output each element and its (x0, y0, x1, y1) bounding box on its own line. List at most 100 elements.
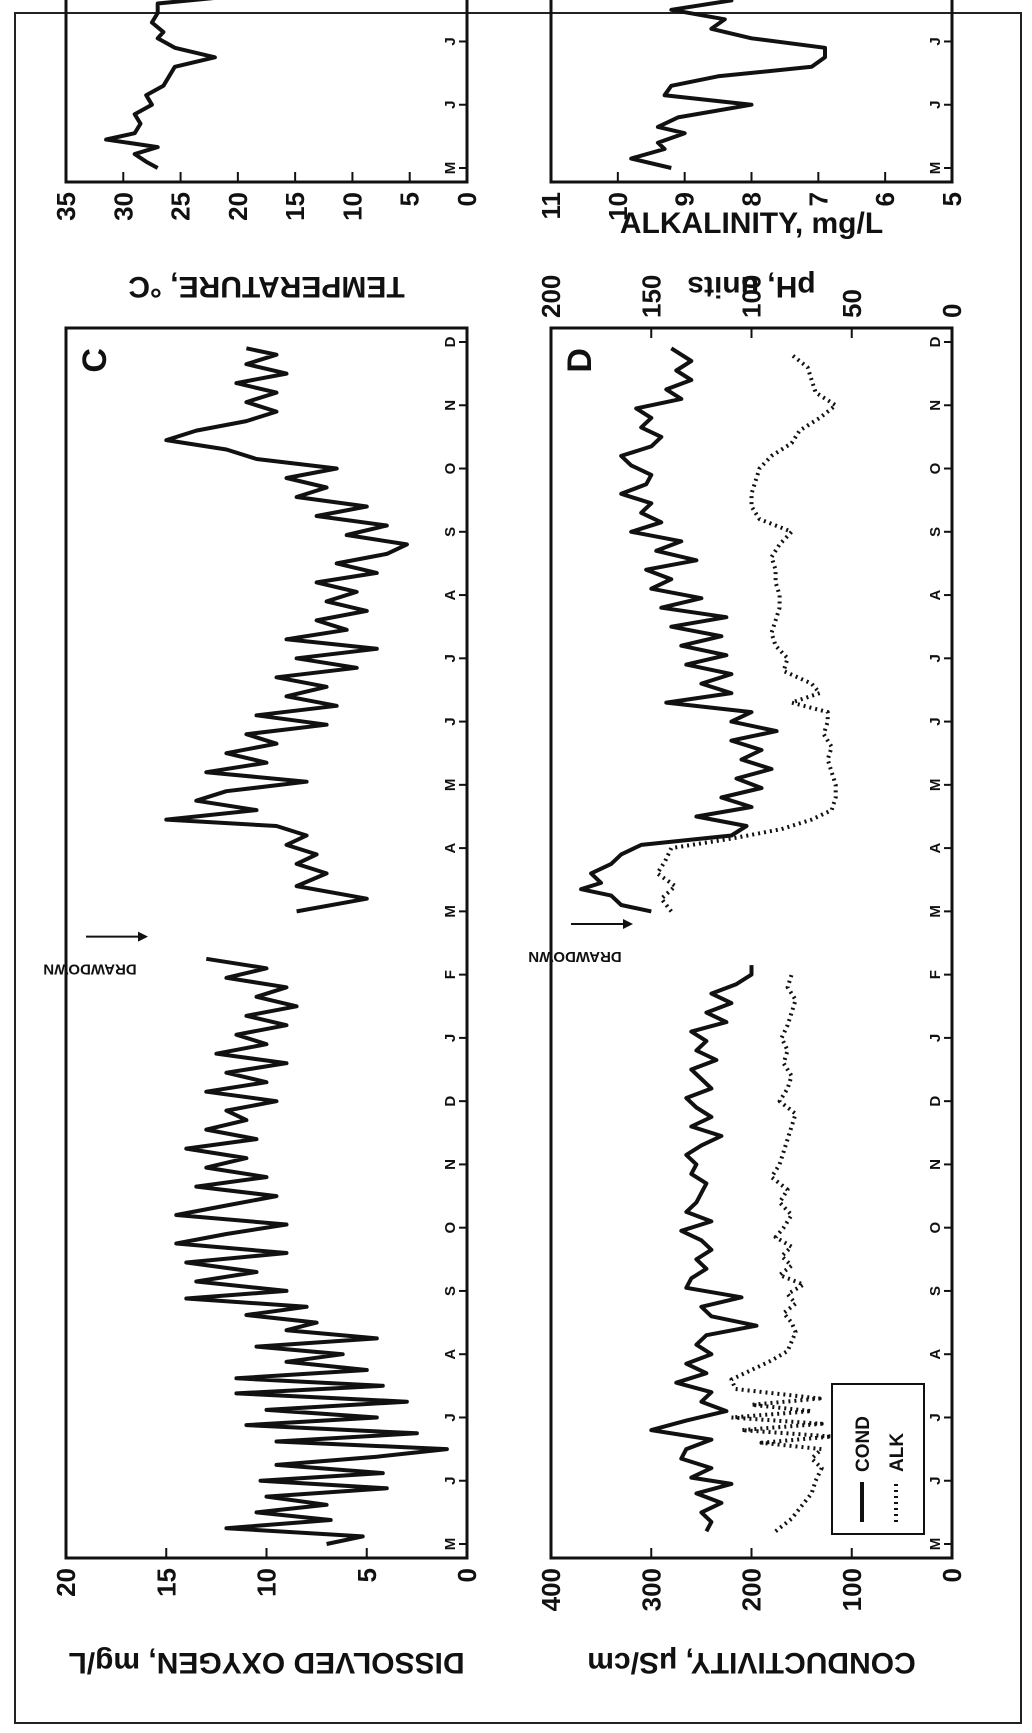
month-tick-label: J (927, 1477, 944, 1485)
month-tick-label: N (442, 1159, 459, 1170)
figure-border (14, 12, 1022, 1724)
month-tick-label: J (442, 1477, 459, 1485)
panel-b: MJJASONDJFMAMJJASOND567891011pH, unitsBD… (536, 0, 967, 303)
month-tick-label: J (927, 1034, 944, 1042)
legend-box (831, 1383, 925, 1535)
month-tick-label: M (927, 905, 944, 918)
y2-tick-label: 150 (636, 275, 666, 318)
y2-tick-label: 100 (737, 275, 767, 318)
month-tick-label: M (927, 779, 944, 792)
y-tick-label: 0 (452, 1568, 482, 1582)
month-tick-label: N (927, 1159, 944, 1170)
month-tick-label: S (927, 1286, 944, 1296)
series-line (174, 956, 449, 1546)
y-tick-label: 30 (108, 192, 138, 221)
y-tick-label: 15 (280, 192, 310, 221)
month-tick-label: M (927, 162, 944, 175)
month-tick-label: J (442, 1413, 459, 1421)
series-line (104, 0, 401, 170)
month-tick-label: D (442, 1096, 459, 1107)
month-tick-label: J (927, 101, 944, 109)
month-tick-label: F (927, 970, 944, 979)
month-tick-label: J (442, 1034, 459, 1042)
month-tick-label: J (442, 717, 459, 725)
panel-a: MJJASONDJFMAMJJASOND05101520253035TEMPER… (51, 0, 482, 303)
panel-frame (549, 326, 954, 1560)
y-axis-label: pH, units (687, 270, 815, 303)
month-tick-label: O (442, 1222, 459, 1234)
y-tick-label: 7 (803, 192, 833, 206)
month-tick-label: O (927, 462, 944, 474)
legend-label-alk: ALK (887, 1433, 908, 1472)
month-tick-label: A (927, 589, 944, 600)
y-tick-label: 5 (395, 192, 425, 206)
series-line-alk (729, 973, 834, 1533)
month-tick-label: J (442, 101, 459, 109)
y-tick-label: 200 (737, 1568, 767, 1611)
y-axis-label: DISSOLVED OXYGEN, mg/L (68, 1646, 464, 1679)
y-tick-label: 25 (166, 192, 196, 221)
panel-frame (549, 0, 954, 184)
y-tick-label: 10 (252, 1568, 282, 1597)
month-tick-label: O (927, 1222, 944, 1234)
y-tick-label: 5 (352, 1568, 382, 1582)
panel-letter: D (561, 348, 599, 373)
panel-frame (64, 0, 469, 184)
y2-tick-label: 50 (837, 289, 867, 318)
y-tick-label: 100 (837, 1568, 867, 1611)
y-tick-label: 6 (870, 192, 900, 206)
y-tick-label: 20 (223, 192, 253, 221)
panel-d: M J J A S O N D J F M A M J J A S O N D 0 100 200 300 400 CONDUCT… (528, 207, 967, 1679)
y-tick-label: 5 (937, 192, 967, 206)
y2-tick-label: 200 (536, 275, 566, 318)
y-tick-label: 400 (536, 1568, 566, 1611)
month-tick-label: S (927, 527, 944, 537)
month-tick-label: D (442, 336, 459, 347)
month-tick-label: J (927, 1413, 944, 1421)
month-tick-label: F (442, 970, 459, 979)
month-tick-label: M (442, 779, 459, 792)
month-tick-label: A (927, 843, 944, 854)
panel-c: M J J A S O N D J F M A M J J A S O N D 0 5 10 15 20 DISSOLVED OX… (43, 326, 482, 1679)
y-tick-label: 300 (636, 1568, 666, 1611)
month-tick-label: M (442, 1538, 459, 1551)
month-tick-label: A (442, 589, 459, 600)
y-tick-label: 9 (670, 192, 700, 206)
y-tick-label: 35 (51, 192, 81, 221)
y-tick-label: 0 (937, 1568, 967, 1582)
month-tick-label: D (927, 336, 944, 347)
y-axis-label: CONDUCTIVITY, μS/cm (587, 1646, 915, 1679)
legend: COND ALK (831, 1383, 925, 1535)
y-tick-label: 8 (737, 192, 767, 206)
month-tick-label: S (442, 527, 459, 537)
month-tick-label: J (927, 717, 944, 725)
month-tick-label: J (927, 654, 944, 662)
series-line-cond (579, 346, 779, 914)
month-tick-label: O (442, 462, 459, 474)
panel-frame (64, 326, 469, 1560)
y2-axis-label: ALKALINITY, mg/L (620, 207, 883, 240)
month-tick-label: M (442, 162, 459, 175)
month-tick-label: M (442, 905, 459, 918)
y-tick-label: 0 (452, 192, 482, 206)
y-tick-label: 10 (603, 192, 633, 221)
month-tick-label: J (927, 37, 944, 45)
drawdown-label: DRAWDOWN (43, 961, 136, 978)
series-line (629, 0, 827, 170)
month-tick-label: D (927, 1096, 944, 1107)
series-line (164, 346, 409, 914)
drawdown-label: DRAWDOWN (528, 948, 621, 965)
y-tick-label: 20 (51, 1568, 81, 1597)
month-tick-label: J (442, 37, 459, 45)
month-tick-label: N (927, 400, 944, 411)
panel-letter: C (76, 348, 114, 373)
legend-label-cond: COND (853, 1416, 874, 1472)
month-tick-label: J (442, 654, 459, 662)
month-tick-label: A (927, 1349, 944, 1360)
y-tick-label: 15 (151, 1568, 181, 1597)
y-tick-label: 11 (536, 192, 566, 220)
y-axis-label: TEMPERATURE, °C (128, 270, 404, 303)
